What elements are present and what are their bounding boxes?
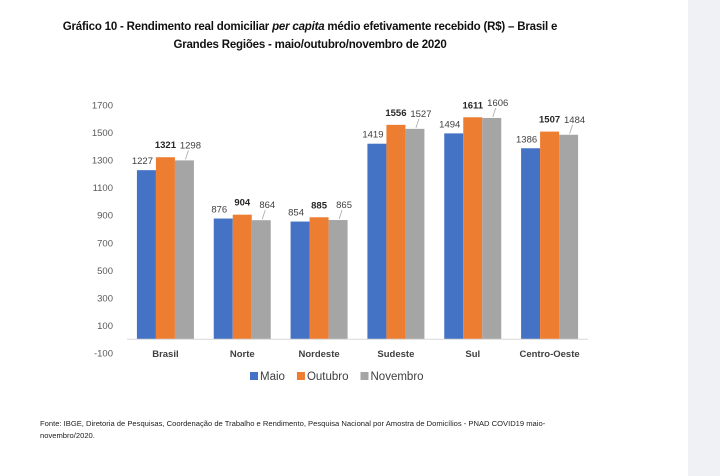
x-tick-label: Brasil bbox=[152, 349, 178, 360]
data-label: 1386 bbox=[516, 134, 537, 145]
x-tick-label: Norte bbox=[230, 349, 255, 360]
chart-title: Gráfico 10 - Rendimento real domiciliar … bbox=[20, 18, 600, 54]
leader-line bbox=[338, 209, 343, 220]
bar-outubro-brasil bbox=[155, 157, 175, 340]
leader-line bbox=[569, 124, 573, 134]
data-label: 1321 bbox=[155, 140, 177, 151]
y-tick-label: 1500 bbox=[92, 128, 113, 139]
data-label: 1484 bbox=[564, 115, 585, 126]
title-prefix: Gráfico 10 - Rendimento real domiciliar bbox=[62, 21, 273, 33]
bar-maio-centro-oeste bbox=[521, 148, 541, 340]
bar-novembro-nordeste bbox=[328, 220, 348, 340]
data-label: 876 bbox=[211, 205, 227, 216]
title-italic: per capita bbox=[272, 21, 325, 33]
bar-maio-sul bbox=[444, 133, 464, 340]
x-axis: Brasil Norte Nordeste Sudeste Sul Centro-Oest… bbox=[127, 338, 588, 360]
leader-line bbox=[261, 210, 266, 220]
legend-swatch-maio bbox=[250, 372, 258, 380]
bar-novembro-centro-oeste bbox=[559, 134, 579, 340]
x-tick-label: Centro-Oeste bbox=[519, 349, 579, 360]
bar-novembro-brasil bbox=[174, 160, 194, 340]
data-label: 1527 bbox=[410, 109, 431, 120]
leader-line bbox=[185, 150, 189, 160]
legend-swatch-novembro bbox=[360, 372, 369, 380]
data-label: 1494 bbox=[439, 119, 460, 130]
title-line2: Grandes Regiões - maio/outubro/novembro … bbox=[173, 39, 447, 51]
data-label: 904 bbox=[234, 198, 251, 209]
x-tick-label: Nordeste bbox=[298, 349, 339, 360]
data-label: 1298 bbox=[180, 140, 201, 151]
legend-label-novembro: Novembro bbox=[371, 371, 424, 383]
leader-line bbox=[415, 118, 420, 128]
y-tick-label: -100 bbox=[94, 349, 113, 360]
data-label: 864 bbox=[259, 200, 275, 211]
bar-maio-nordeste bbox=[290, 221, 310, 340]
bars bbox=[136, 117, 579, 340]
bar-outubro-centro-oeste bbox=[540, 131, 560, 340]
bar-novembro-norte bbox=[251, 220, 271, 340]
data-label: 1227 bbox=[132, 156, 153, 167]
bar-novembro-sul bbox=[482, 117, 502, 340]
legend-label-outubro: Outubro bbox=[307, 371, 349, 383]
data-label: 865 bbox=[336, 200, 352, 211]
y-tick-label: 1100 bbox=[93, 183, 113, 194]
bar-outubro-nordeste bbox=[309, 217, 329, 340]
y-tick-label: 1700 bbox=[92, 101, 113, 112]
source-note: Fonte: IBGE, Diretoria de Pesquisas, Coo… bbox=[40, 419, 546, 440]
leader-line bbox=[492, 107, 497, 118]
data-label: 1556 bbox=[385, 108, 406, 119]
side-panel bbox=[688, 0, 720, 476]
legend-label-maio: Maio bbox=[260, 371, 285, 383]
bar-maio-norte bbox=[213, 218, 233, 340]
bar-maio-sudeste bbox=[367, 143, 387, 340]
legend: Maio Outubro Novembro bbox=[250, 371, 424, 383]
data-label: 885 bbox=[311, 200, 328, 211]
data-label: 1606 bbox=[487, 98, 508, 109]
data-label: 1611 bbox=[462, 100, 483, 111]
x-tick-label: Sul bbox=[465, 349, 480, 360]
bar-novembro-sudeste bbox=[405, 128, 425, 340]
bar-outubro-norte bbox=[232, 214, 252, 340]
legend-swatch-outubro bbox=[296, 372, 305, 380]
bar-outubro-sul bbox=[463, 117, 483, 340]
y-tick-label: 500 bbox=[97, 266, 113, 277]
y-tick-label: 100 bbox=[97, 321, 113, 332]
title-suffix: médio efetivamente recebido (R$) – Brasi… bbox=[324, 21, 558, 33]
y-tick-label: 1300 bbox=[92, 156, 113, 167]
y-tick-label: 300 bbox=[97, 293, 113, 304]
data-label: 854 bbox=[288, 208, 304, 219]
data-label: 1507 bbox=[539, 115, 560, 126]
y-axis: 1700 1500 1300 1100 900 700 500 300 100 -100 bbox=[92, 101, 113, 360]
bar-outubro-sudeste bbox=[386, 124, 406, 340]
x-tick-label: Sudeste bbox=[377, 349, 414, 360]
data-label: 1419 bbox=[362, 130, 383, 141]
bar-maio-brasil bbox=[136, 170, 156, 340]
y-tick-label: 700 bbox=[97, 238, 113, 249]
y-tick-label: 900 bbox=[97, 211, 113, 222]
